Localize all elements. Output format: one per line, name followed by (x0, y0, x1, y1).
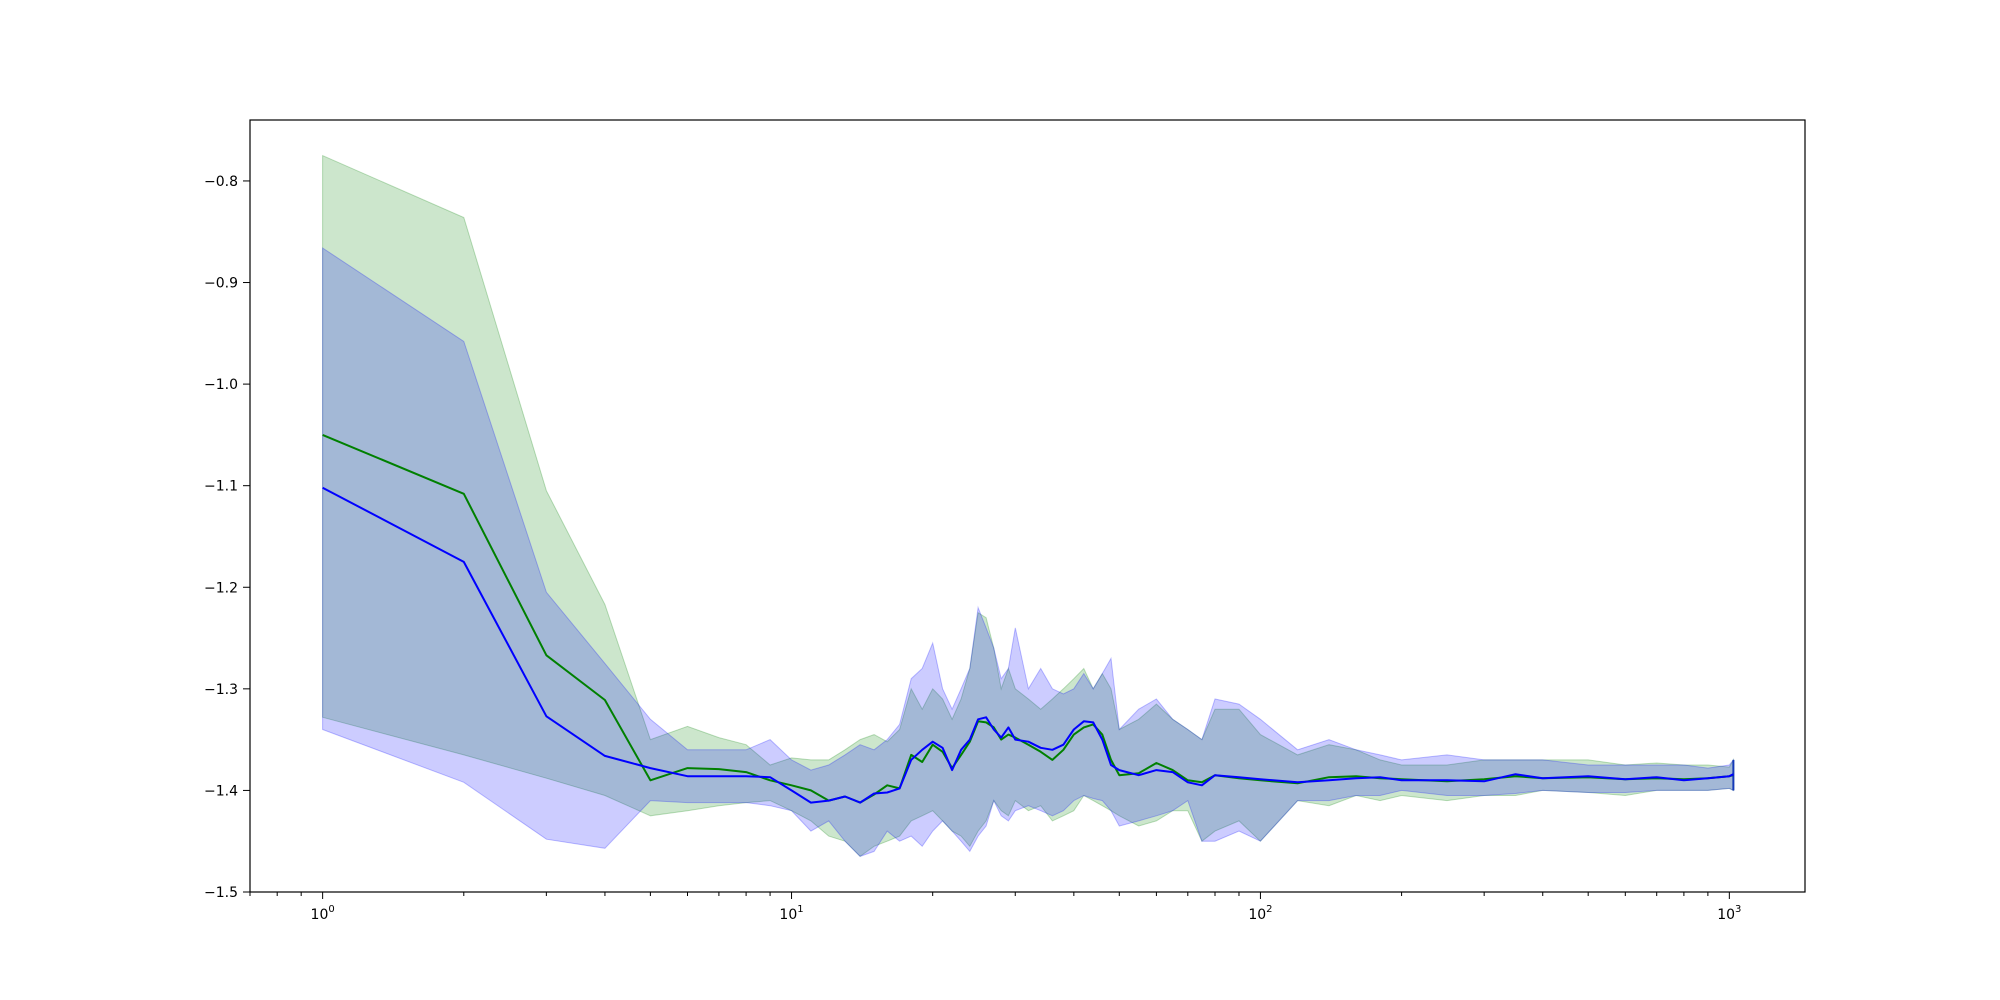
x-tick-label: 101 (779, 904, 803, 923)
y-tick-label: −1.5 (204, 885, 238, 901)
x-tick-label: 102 (1248, 904, 1272, 923)
y-tick-label: −1.0 (204, 377, 238, 393)
x-tick-label: 100 (311, 904, 335, 923)
line-series-2 (322, 486, 1734, 804)
x-tick-label: 103 (1717, 904, 1741, 923)
series-lines (322, 433, 1735, 804)
y-tick-label: −0.9 (204, 276, 238, 292)
y-tick-label: −0.8 (204, 174, 238, 190)
y-tick-label: −1.2 (204, 580, 238, 596)
y-tick-label: −1.1 (204, 479, 238, 495)
axes-frame (249, 119, 1806, 893)
y-tick-label: −1.4 (204, 783, 238, 799)
x-axis: 100 101 102 103 (249, 892, 1741, 923)
y-axis: −0.8 −0.9 −1.0 −1.1 −1.2 −1.3 −1.4 −1.5 (204, 174, 250, 901)
y-tick-label: −1.3 (204, 682, 238, 698)
plot-area (322, 154, 1735, 858)
